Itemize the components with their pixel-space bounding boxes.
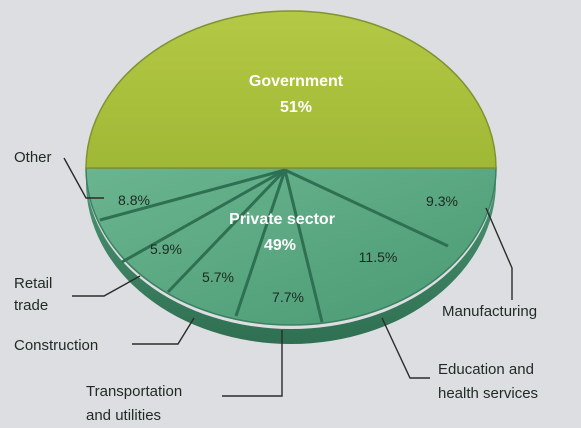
label-transport-1: Transportation: [86, 383, 182, 400]
leader-transport: [222, 330, 283, 397]
label-transport-2: and utilities: [86, 407, 161, 424]
label-other: Other: [14, 149, 52, 166]
label-education-2: health services: [438, 385, 538, 402]
leader-other: [63, 157, 104, 199]
label-retail-1: Retail: [14, 275, 52, 292]
label-construction: Construction: [14, 337, 98, 354]
leader-education: [381, 317, 430, 379]
government-slice: [85, 10, 497, 169]
private-pct-label: 49%: [264, 237, 296, 254]
pct-transport: 7.7%: [272, 289, 304, 305]
leader-retail: [72, 275, 141, 297]
pct-education: 11.5%: [359, 249, 398, 265]
pct-retail: 5.9%: [150, 241, 182, 257]
slice-dividers: [99, 168, 449, 323]
label-retail-2: trade: [14, 297, 48, 314]
pct-construction: 5.7%: [202, 269, 234, 285]
private-sector-slice: [85, 167, 497, 326]
label-education-1: Education and: [438, 361, 534, 378]
leader-construction: [132, 317, 195, 345]
leader-manufacturing: [485, 207, 513, 300]
private-name-label: Private sector: [229, 211, 335, 228]
pct-manufacturing: 9.3%: [426, 193, 458, 209]
pct-other: 8.8%: [118, 192, 150, 208]
government-pct-label: 51%: [280, 99, 312, 116]
government-name-label: Government: [249, 73, 344, 90]
label-manufacturing: Manufacturing: [442, 303, 537, 320]
